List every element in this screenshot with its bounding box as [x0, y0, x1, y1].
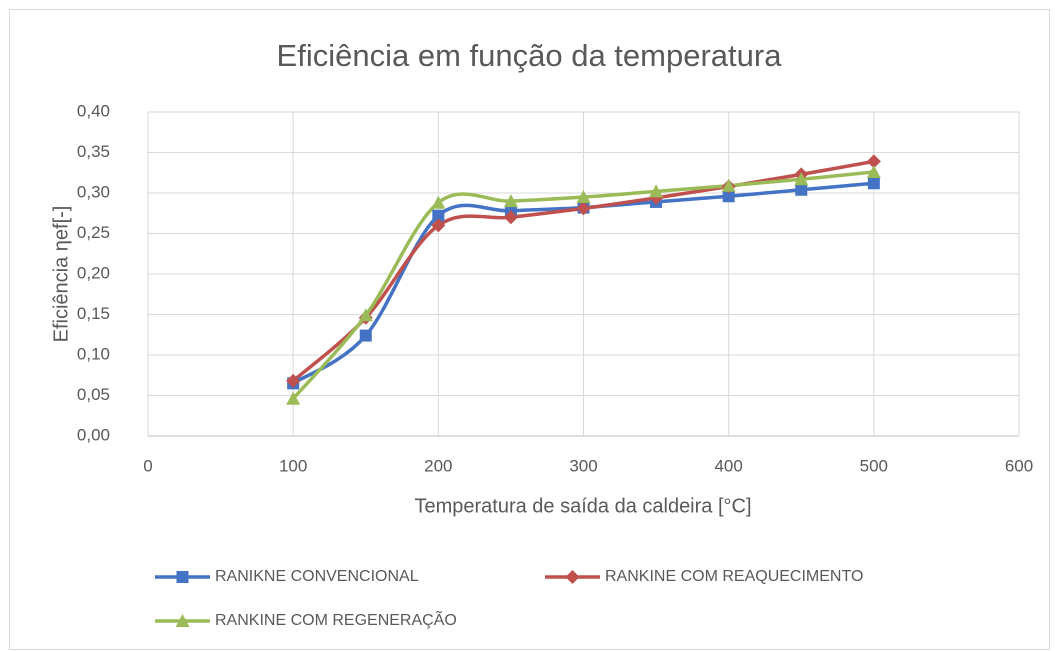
y-tick-label: 0,25	[77, 223, 110, 242]
marker	[359, 329, 372, 342]
marker	[795, 183, 808, 196]
y-tick-label: 0,35	[77, 142, 110, 161]
series-line	[291, 170, 875, 400]
marker	[866, 164, 881, 178]
marker	[722, 190, 735, 203]
marker	[576, 190, 591, 204]
marker	[576, 201, 591, 216]
marker	[431, 195, 446, 209]
marker	[866, 154, 881, 169]
legend-marker	[175, 614, 190, 627]
marker	[649, 184, 664, 198]
y-tick-label: 0,05	[77, 385, 110, 404]
x-tick-label: 600	[1005, 456, 1033, 475]
y-tick-label: 0,40	[77, 101, 110, 120]
x-tick-label: 100	[279, 456, 307, 475]
legend-label: RANKINE COM REAQUECIMENTO	[605, 568, 863, 585]
series-line	[292, 181, 874, 385]
y-tick-label: 0,10	[77, 344, 110, 363]
x-tick-label: 300	[569, 456, 597, 475]
marker	[432, 209, 445, 222]
marker	[503, 210, 518, 225]
y-axis-label: Eficiência ηef[-]	[50, 206, 72, 343]
marker	[867, 177, 880, 190]
x-tick-label: 200	[424, 456, 452, 475]
legend-label: RANKINE COM REGENERAÇÃO	[215, 609, 457, 629]
chart-title: Eficiência em função da temperatura	[277, 38, 783, 73]
legend-marker	[565, 570, 580, 584]
legend-label: RANIKNE CONVENCIONAL	[215, 568, 419, 585]
marker	[286, 391, 301, 405]
x-tick-label: 400	[714, 456, 742, 475]
marker	[503, 194, 518, 208]
marker	[721, 178, 736, 192]
y-tick-label: 0,15	[77, 304, 110, 323]
x-tick-label: 0	[143, 456, 152, 475]
marker	[431, 218, 446, 233]
y-tick-label: 0,30	[77, 182, 110, 201]
legend-marker	[176, 571, 189, 583]
y-tick-label: 0,00	[77, 425, 110, 444]
x-axis-label: Temperatura de saída da caldeira [°C]	[414, 495, 751, 517]
marker	[794, 172, 809, 186]
x-tick-label: 500	[860, 456, 888, 475]
y-tick-label: 0,20	[77, 263, 110, 282]
marker	[358, 308, 373, 322]
chart-border	[9, 9, 1050, 650]
marker	[286, 373, 301, 388]
